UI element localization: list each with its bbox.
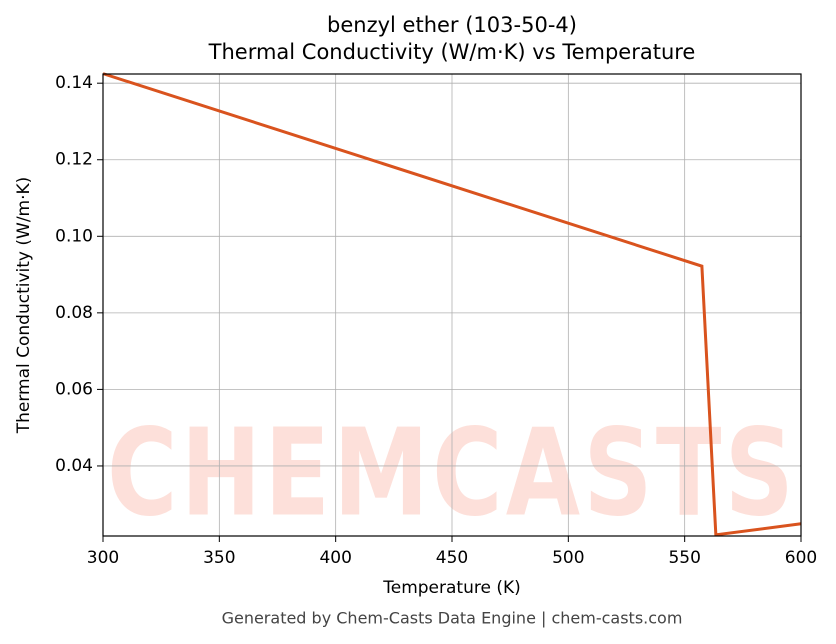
y-tick-label: 0.12 <box>55 150 93 170</box>
footer: Generated by Chem-Casts Data Engine | ch… <box>222 609 683 628</box>
plot-frame <box>102 73 802 537</box>
y-tick-label: 0.04 <box>55 456 93 476</box>
chart-subtitle: Thermal Conductivity (W/m·K) vs Temperat… <box>208 40 696 64</box>
y-tick-label: 0.06 <box>55 379 93 399</box>
chart-title: benzyl ether (103-50-4) <box>327 13 577 37</box>
x-axis-label: Temperature (K) <box>382 578 521 598</box>
y-tick-label: 0.10 <box>55 226 93 246</box>
y-axis-label: Thermal Conductivity (W/m·K) <box>14 177 34 435</box>
x-tick-label: 500 <box>552 548 584 568</box>
x-tick-label: 400 <box>319 548 351 568</box>
y-tick-label: 0.08 <box>55 303 93 323</box>
data-line <box>102 72 802 537</box>
x-tick-label: 550 <box>668 548 700 568</box>
x-tick-label: 600 <box>785 548 817 568</box>
x-tick-label: 450 <box>436 548 468 568</box>
y-tick-label: 0.14 <box>55 73 93 93</box>
x-tick-label: 350 <box>203 548 235 568</box>
x-tick-label: 300 <box>87 548 119 568</box>
watermark: CHEMCASTS <box>107 405 797 544</box>
